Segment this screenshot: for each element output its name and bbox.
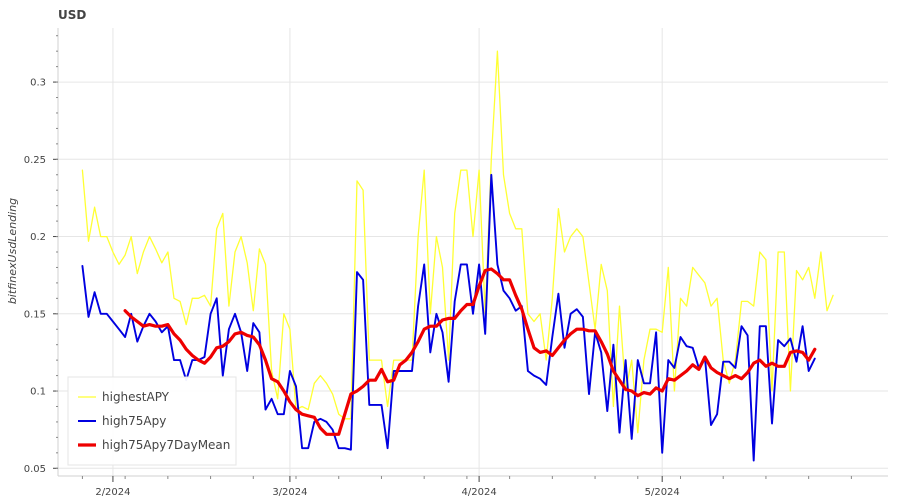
y-tick-label: 0.15: [24, 309, 46, 320]
y-axis-label: bitfinexUsdLending: [6, 198, 19, 304]
chart-title: USD: [58, 8, 86, 22]
x-tick-label: 4/2024: [462, 487, 497, 498]
series-line-highestAPY: [81, 50, 834, 434]
series-line-high75Apy7DayMean: [123, 267, 817, 436]
legend: highestAPY high75Apy high75Apy7DayMean: [67, 376, 237, 466]
series-line-high75Apy: [81, 173, 816, 462]
y-tick-label: 0.25: [24, 155, 46, 166]
y-tick-label: 0.2: [30, 232, 46, 243]
axes: 0.05 0.1 0.15 0.2 0.25 0.3 2/2024 3/2024 4/2024 5…: [24, 28, 888, 498]
legend-label: high75Apy7DayMean: [102, 438, 230, 452]
series-lines: [81, 50, 834, 462]
y-tick-label: 0.3: [30, 78, 46, 89]
y-tick-label: 0.05: [24, 464, 46, 475]
y-tick-label: 0.1: [30, 387, 46, 398]
legend-label: highestAPY: [102, 390, 170, 404]
legend-label: high75Apy: [102, 414, 166, 428]
x-tick-label: 5/2024: [645, 487, 680, 498]
x-tick-label: 3/2024: [272, 487, 307, 498]
x-tick-label: 2/2024: [95, 487, 130, 498]
